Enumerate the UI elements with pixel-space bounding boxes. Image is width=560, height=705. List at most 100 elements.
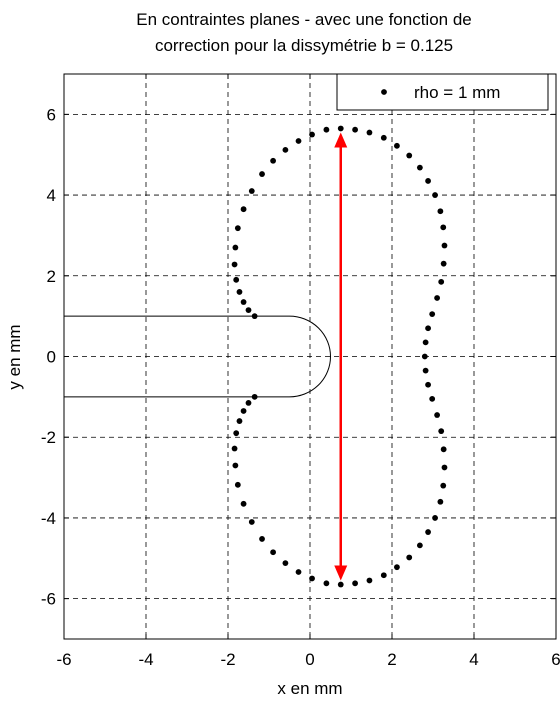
data-point bbox=[441, 242, 448, 249]
data-point bbox=[236, 289, 243, 295]
data-point bbox=[352, 580, 358, 587]
data-point bbox=[432, 515, 438, 521]
arrow-head-top bbox=[334, 132, 348, 148]
data-point bbox=[251, 313, 258, 320]
data-point bbox=[434, 295, 440, 301]
data-point bbox=[425, 178, 431, 184]
data-point bbox=[380, 572, 387, 579]
data-point bbox=[366, 129, 373, 136]
data-point bbox=[231, 261, 238, 268]
data-point bbox=[270, 549, 276, 556]
data-point bbox=[425, 529, 431, 535]
data-point bbox=[425, 381, 431, 388]
data-point bbox=[323, 126, 330, 133]
legend-box bbox=[336, 73, 549, 111]
data-point bbox=[352, 126, 358, 133]
data-point bbox=[240, 408, 247, 414]
x-tick-label: -2 bbox=[220, 650, 235, 669]
chart-title: En contraintes planes - avec une fonctio… bbox=[136, 10, 472, 55]
data-point bbox=[434, 412, 440, 418]
data-point bbox=[429, 311, 436, 318]
data-point bbox=[429, 395, 436, 402]
data-point bbox=[406, 152, 413, 159]
x-tick-label: -6 bbox=[56, 650, 71, 669]
data-point bbox=[234, 225, 241, 232]
data-point bbox=[248, 188, 255, 194]
x-tick-label: 6 bbox=[551, 650, 560, 669]
notch-outline bbox=[64, 315, 331, 398]
y-tick-label: 4 bbox=[47, 186, 56, 205]
data-point bbox=[425, 325, 431, 332]
data-point bbox=[282, 146, 289, 153]
data-point bbox=[233, 430, 240, 437]
data-point bbox=[270, 157, 276, 164]
data-point bbox=[438, 428, 445, 435]
y-tick-label: -2 bbox=[41, 428, 56, 447]
data-point bbox=[309, 575, 315, 582]
data-point bbox=[251, 393, 258, 400]
y-tick-label: -4 bbox=[41, 509, 56, 528]
data-point bbox=[337, 125, 344, 132]
data-point bbox=[416, 164, 423, 171]
data-point bbox=[432, 192, 438, 198]
legend-label: rho = 1 mm bbox=[414, 83, 500, 102]
y-tick-label: -6 bbox=[41, 590, 56, 609]
data-point bbox=[248, 519, 255, 525]
data-point bbox=[438, 278, 445, 285]
data-point bbox=[366, 577, 373, 584]
data-point bbox=[406, 554, 413, 561]
data-point bbox=[440, 482, 447, 489]
data-point bbox=[232, 462, 239, 469]
data-point bbox=[295, 569, 302, 575]
data-point bbox=[421, 353, 428, 360]
data-point bbox=[245, 400, 252, 406]
data-point bbox=[380, 134, 387, 141]
data-point bbox=[441, 464, 448, 471]
data-point bbox=[259, 536, 265, 542]
data-point bbox=[309, 131, 315, 138]
data-point bbox=[394, 142, 400, 149]
data-point bbox=[422, 339, 429, 346]
y-tick-label: 0 bbox=[47, 348, 56, 367]
data-point bbox=[416, 542, 423, 549]
y-tick-label: 6 bbox=[47, 105, 56, 124]
data-point bbox=[422, 367, 429, 374]
x-axis-label: x en mm bbox=[277, 679, 342, 698]
arrow-head-bottom bbox=[334, 565, 348, 581]
legend-marker bbox=[381, 89, 387, 95]
data-point bbox=[282, 560, 289, 567]
data-point bbox=[231, 445, 238, 452]
data-point bbox=[295, 138, 302, 144]
annotation-arrow bbox=[334, 132, 348, 581]
data-point bbox=[440, 224, 447, 231]
data-point bbox=[437, 208, 444, 215]
data-point bbox=[240, 299, 247, 305]
data-point bbox=[394, 564, 400, 571]
x-tick-label: 0 bbox=[305, 650, 314, 669]
x-tick-label: 4 bbox=[469, 650, 478, 669]
data-point bbox=[323, 580, 330, 587]
data-point bbox=[240, 206, 247, 213]
notch-path bbox=[64, 315, 331, 398]
data-point bbox=[440, 260, 447, 267]
data-point bbox=[337, 581, 344, 588]
data-point bbox=[440, 446, 447, 453]
grid-lines bbox=[64, 74, 556, 639]
data-point bbox=[232, 244, 239, 251]
data-point bbox=[259, 171, 265, 177]
axis-ticks: -6 -4 -2 0 2 4 6 -6 -4 -2 0 2 4 6 bbox=[41, 74, 560, 669]
chart-title-line: correction pour la dissymétrie b = 0.125 bbox=[155, 36, 453, 55]
data-point bbox=[233, 276, 240, 283]
legend: rho = 1 mm bbox=[336, 73, 549, 111]
data-point bbox=[245, 307, 252, 313]
chart-title-line: En contraintes planes - avec une fonctio… bbox=[136, 10, 472, 29]
y-tick-label: 2 bbox=[47, 267, 56, 286]
data-point bbox=[236, 418, 243, 424]
data-point bbox=[437, 498, 444, 505]
data-point bbox=[240, 500, 247, 507]
y-axis-label: y en mm bbox=[5, 324, 24, 389]
data-point bbox=[234, 481, 241, 488]
x-tick-label: -4 bbox=[138, 650, 153, 669]
